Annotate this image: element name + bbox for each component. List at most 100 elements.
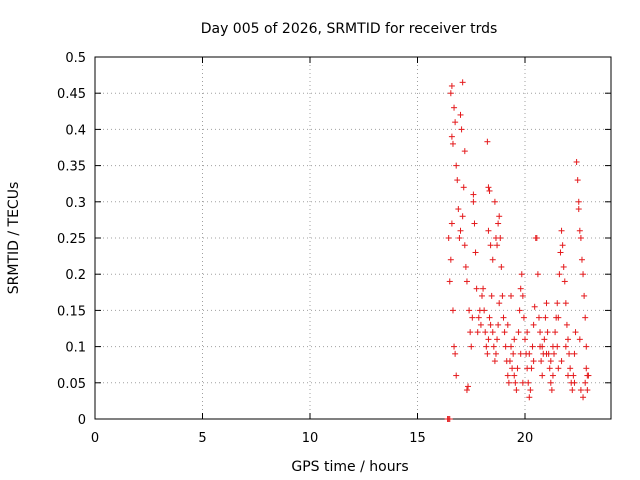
data-point bbox=[484, 138, 491, 145]
data-point bbox=[472, 249, 479, 256]
data-point bbox=[485, 336, 492, 343]
data-point bbox=[465, 383, 472, 390]
data-point bbox=[451, 104, 458, 111]
data-point bbox=[565, 336, 571, 343]
data-point bbox=[486, 187, 493, 194]
data-point bbox=[501, 329, 508, 336]
y-tick-label: 0.5 bbox=[65, 51, 86, 66]
data-point bbox=[452, 350, 459, 357]
data-point bbox=[554, 300, 561, 307]
data-point bbox=[508, 292, 515, 299]
data-point bbox=[549, 343, 556, 350]
data-point bbox=[479, 292, 485, 299]
data-point bbox=[529, 343, 536, 350]
data-point bbox=[566, 350, 573, 357]
data-point bbox=[495, 220, 502, 227]
data-point bbox=[487, 321, 494, 328]
data-point bbox=[577, 387, 584, 394]
data-point bbox=[506, 358, 513, 365]
data-point bbox=[498, 263, 505, 270]
data-point bbox=[549, 372, 556, 379]
data-point bbox=[494, 336, 501, 343]
data-point bbox=[514, 365, 521, 372]
data-point bbox=[461, 148, 468, 155]
grid bbox=[95, 57, 611, 419]
x-tick-label: 10 bbox=[302, 431, 319, 446]
data-point bbox=[569, 387, 576, 394]
data-point bbox=[459, 79, 466, 86]
data-point bbox=[581, 292, 588, 299]
data-point bbox=[546, 365, 553, 372]
data-point bbox=[469, 314, 476, 321]
data-point bbox=[491, 358, 498, 365]
axis-ticks: 0 5 10 15 20 0 0.05 0.1 0.15 0.2 0.25 0.3 0.35 0.4 0.4… bbox=[57, 51, 611, 446]
data-point bbox=[557, 249, 564, 256]
data-point bbox=[570, 372, 577, 379]
data-point bbox=[538, 358, 545, 365]
data-point bbox=[453, 372, 460, 379]
data-point bbox=[544, 329, 551, 336]
data-points bbox=[444, 79, 592, 422]
data-point bbox=[539, 343, 546, 350]
data-point bbox=[475, 314, 482, 321]
data-point bbox=[453, 162, 460, 169]
data-point bbox=[488, 292, 495, 299]
data-point bbox=[485, 227, 492, 234]
data-point bbox=[535, 314, 542, 321]
data-point bbox=[522, 336, 528, 343]
data-point bbox=[575, 198, 582, 205]
data-point bbox=[491, 198, 498, 205]
x-tick-label: 0 bbox=[91, 431, 99, 446]
data-point bbox=[500, 314, 507, 321]
data-point bbox=[541, 336, 548, 343]
data-point bbox=[468, 343, 475, 350]
data-point bbox=[516, 307, 523, 314]
data-point bbox=[517, 350, 524, 357]
data-point bbox=[448, 82, 455, 89]
y-tick-label: 0.3 bbox=[65, 196, 86, 211]
data-point bbox=[582, 379, 589, 386]
data-point bbox=[483, 343, 490, 350]
data-point bbox=[482, 329, 489, 336]
data-point bbox=[584, 387, 591, 394]
x-axis-label: GPS time / hours bbox=[291, 459, 408, 475]
y-tick-label: 0.35 bbox=[57, 160, 86, 175]
data-point bbox=[449, 307, 456, 314]
data-point bbox=[445, 235, 452, 241]
data-point bbox=[447, 90, 454, 97]
data-point bbox=[580, 394, 587, 401]
data-point bbox=[448, 133, 455, 140]
y-tick-label: 0.4 bbox=[65, 123, 86, 138]
data-point bbox=[578, 256, 585, 263]
data-point bbox=[467, 329, 474, 336]
data-point bbox=[487, 242, 494, 249]
data-point bbox=[552, 329, 559, 336]
data-point bbox=[449, 140, 456, 147]
data-point bbox=[518, 271, 525, 278]
y-tick-label: 0.15 bbox=[57, 304, 86, 319]
data-point bbox=[504, 321, 511, 328]
data-point bbox=[547, 379, 554, 386]
data-point bbox=[515, 329, 522, 336]
data-point bbox=[480, 285, 487, 292]
data-point bbox=[485, 184, 492, 191]
data-point bbox=[537, 329, 544, 336]
data-point bbox=[531, 303, 538, 310]
data-point bbox=[477, 321, 484, 328]
x-tick-label: 20 bbox=[517, 431, 534, 446]
data-point bbox=[576, 227, 583, 234]
data-point bbox=[473, 285, 480, 292]
data-point bbox=[577, 235, 584, 241]
y-axis-label: SRMTID / TECUs bbox=[6, 182, 22, 295]
data-point bbox=[573, 158, 580, 165]
data-point bbox=[539, 372, 546, 379]
y-tick-label: 0.1 bbox=[65, 341, 86, 356]
data-point bbox=[496, 300, 503, 307]
data-point bbox=[561, 278, 568, 285]
data-point bbox=[489, 329, 496, 336]
data-point bbox=[492, 350, 499, 357]
data-point bbox=[571, 379, 578, 386]
data-point bbox=[455, 206, 462, 213]
data-point bbox=[551, 350, 558, 357]
